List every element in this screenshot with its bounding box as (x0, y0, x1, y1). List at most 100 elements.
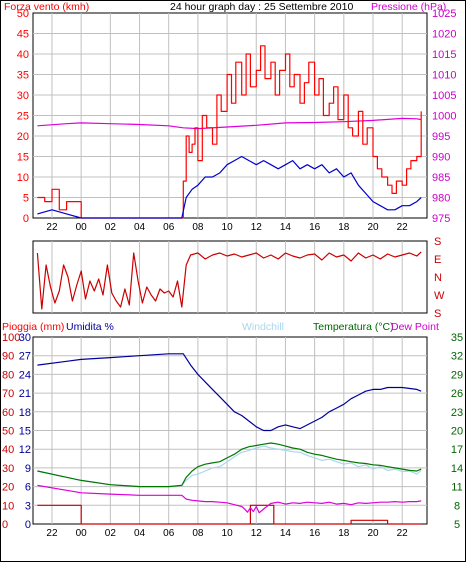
rain-y-tick-label: 10 (2, 500, 14, 512)
humidity-y-tick-label: 9 (25, 463, 31, 475)
humidity-y-tick-label: 30 (19, 332, 31, 344)
temperature-y-tick-label: 23 (451, 407, 463, 419)
x-tick-label: 00 (76, 222, 88, 233)
x-tick-label: 12 (251, 528, 263, 539)
direction-y-tick-label: E (434, 254, 441, 266)
humidity-y-tick-label: 27 (19, 351, 31, 363)
wind-y-tick-label: 50 (17, 8, 29, 20)
pressure-y-tick-label: 995 (432, 131, 450, 143)
humidity-y-tick-label: 12 (19, 444, 31, 456)
rain-y-tick-label: 70 (2, 388, 14, 400)
temperature-y-tick-label: 26 (451, 388, 463, 400)
pressure-y-tick-label: 1025 (432, 8, 456, 20)
x-tick-label: 22 (46, 528, 58, 539)
rain-y-tick-label: 80 (2, 369, 14, 381)
wind-y-tick-label: 0 (23, 213, 29, 225)
pressure-line (37, 117, 422, 130)
pressure-y-tick-label: 1010 (432, 70, 456, 82)
humidity-axis-title: Umidita % (66, 321, 114, 333)
temperature-y-tick-label: 5 (454, 519, 460, 531)
temperature-line (37, 442, 422, 488)
wind-speed-line (37, 45, 422, 219)
direction-y-tick-label: W (434, 290, 445, 302)
wind-y-tick-label: 20 (17, 131, 29, 143)
rain-y-tick-label: 100 (2, 332, 20, 344)
x-tick-label: 02 (105, 222, 117, 233)
direction-y-tick-label: N (434, 272, 442, 284)
wind-y-tick-label: 15 (17, 152, 29, 164)
humidity-y-tick-label: 6 (25, 482, 31, 494)
rain-y-tick-label: 0 (2, 519, 8, 531)
pressure-y-tick-label: 1020 (432, 29, 456, 41)
rain-y-tick-label: 60 (2, 407, 14, 419)
temperature-y-tick-label: 17 (451, 444, 463, 456)
pressure-y-tick-label: 1005 (432, 90, 456, 102)
x-tick-label: 10 (222, 528, 234, 539)
x-tick-label: 22 (397, 528, 409, 539)
humidity-y-tick-label: 18 (19, 407, 31, 419)
pressure-y-tick-label: 980 (432, 193, 450, 205)
x-tick-label: 20 (367, 528, 379, 539)
temperature-y-tick-label: 20 (451, 426, 463, 438)
temperature-y-tick-label: 11 (451, 482, 462, 494)
pressure-axis-title: Pressione (hPa) (371, 1, 447, 13)
pressure-y-tick-label: 1015 (432, 49, 456, 61)
dewpoint-legend: Dew Point (391, 321, 439, 333)
pressure-y-tick-label: 985 (432, 172, 450, 184)
rain-y-tick-label: 20 (2, 482, 14, 494)
wind-pressure-chart: 22 00 02 04 06 08 10 12 14 16 18 20 2205101520253035… (17, 8, 457, 233)
humidity-line (37, 353, 422, 432)
direction-y-tick-label: S (434, 236, 441, 248)
humidity-y-tick-label: 15 (19, 426, 31, 438)
humidity-y-tick-label: 24 (19, 369, 31, 381)
wind-direction-plot-area (32, 240, 428, 314)
humidity-y-tick-label: 0 (25, 519, 31, 531)
rain-y-tick-label: 30 (2, 463, 14, 475)
wind-y-tick-label: 30 (17, 90, 29, 102)
windchill-legend: Windchill (242, 321, 285, 333)
temperature-y-tick-label: 32 (451, 351, 463, 363)
x-tick-label: 18 (338, 528, 350, 539)
x-tick-label: 10 (222, 222, 234, 233)
x-tick-label: 02 (105, 528, 117, 539)
temperature-y-tick-label: 29 (451, 369, 463, 381)
wind-y-tick-label: 35 (17, 70, 29, 82)
wind-y-tick-label: 25 (17, 111, 29, 123)
x-tick-label: 00 (76, 528, 88, 539)
x-tick-label: 04 (134, 528, 146, 539)
avg-wind-line (37, 155, 422, 219)
wind-y-tick-label: 10 (17, 172, 29, 184)
wind-y-tick-label: 5 (23, 193, 29, 205)
temperature-axis-title: Temperatura (°C) (313, 321, 394, 333)
x-tick-label: 22 (397, 222, 409, 233)
rain-axis-title: Pioggia (mm) (2, 321, 65, 333)
humidity-y-tick-label: 3 (25, 500, 31, 512)
x-tick-label: 16 (309, 222, 321, 233)
temp-humidity-rain-chart: 22 00 02 04 06 08 10 12 14 16 18 20 220 0 510 3 820 6 1130… (2, 332, 463, 539)
pressure-y-tick-label: 990 (432, 152, 450, 164)
x-tick-label: 06 (163, 528, 175, 539)
x-tick-label: 06 (163, 222, 175, 233)
x-tick-label: 08 (192, 222, 204, 233)
x-tick-label: 14 (280, 528, 292, 539)
rain-y-tick-label: 50 (2, 426, 14, 438)
wind-speed-axis-title: Forza vento (kmh) (4, 1, 90, 13)
pressure-y-tick-label: 975 (432, 213, 450, 225)
wind-y-tick-label: 45 (17, 29, 29, 41)
x-tick-label: 14 (280, 222, 292, 233)
x-tick-label: 04 (134, 222, 146, 233)
pressure-y-tick-label: 1000 (432, 111, 456, 123)
temperature-y-tick-label: 35 (451, 332, 463, 344)
humidity-y-tick-label: 21 (19, 388, 31, 400)
temperature-y-tick-label: 8 (454, 500, 460, 512)
x-tick-label: 08 (192, 528, 204, 539)
x-tick-label: 16 (309, 528, 321, 539)
temperature-y-tick-label: 14 (451, 463, 463, 475)
wind-y-tick-label: 40 (17, 49, 29, 61)
rain-line (37, 504, 422, 525)
rain-y-tick-label: 40 (2, 444, 14, 456)
direction-y-tick-label: S (434, 308, 441, 320)
